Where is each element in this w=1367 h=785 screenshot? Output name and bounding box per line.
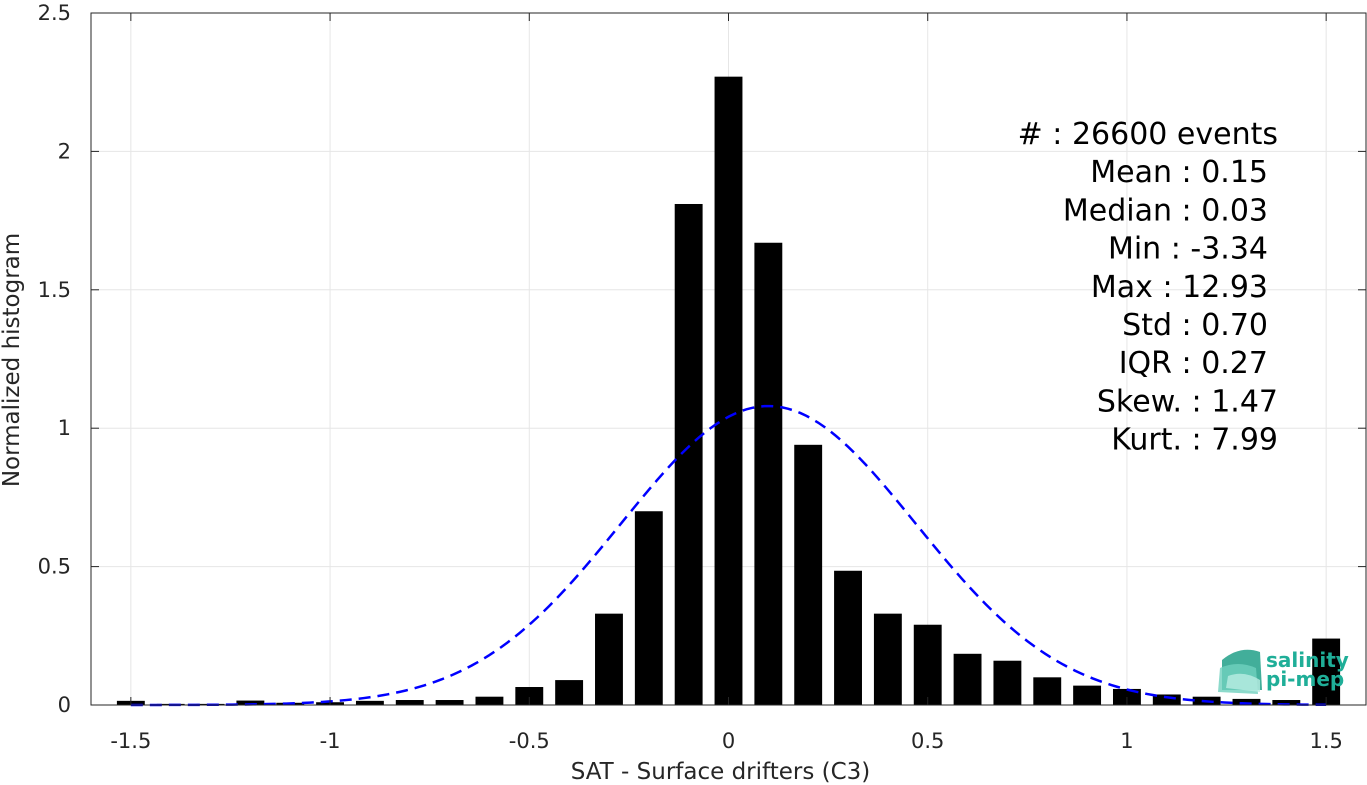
histogram-bar-30	[1312, 638, 1341, 705]
x-tick-label-6: 1.5	[1309, 729, 1342, 753]
histogram-bar-9	[475, 696, 504, 705]
histogram-bar-29	[1272, 700, 1301, 705]
x-tick-label-0: -1.5	[110, 729, 151, 753]
y-axis-label: Normalized histogram	[0, 233, 25, 487]
histogram-bar-10	[515, 687, 544, 705]
stat-line-6: IQR : 0.27	[1119, 346, 1268, 381]
histogram-bar-23	[1033, 677, 1062, 705]
y-tick-label-1: 0.5	[38, 555, 71, 579]
histogram-bar-20	[913, 624, 942, 705]
stat-line-8: Kurt. : 7.99	[1111, 423, 1278, 458]
stat-line-0: # : 26600 events	[1018, 117, 1278, 152]
x-tick-label-3: 0	[722, 729, 735, 753]
stat-line-2: Median : 0.03	[1063, 193, 1268, 228]
stat-line-4: Max : 12.93	[1091, 270, 1268, 305]
y-tick-label-2: 1	[58, 416, 71, 440]
x-axis-label: SAT - Surface drifters (C3)	[571, 759, 871, 785]
histogram-bar-28	[1232, 698, 1261, 705]
x-tick-labels: -1.5 -1 -0.5 0 0.5 1 1.5	[110, 729, 1343, 753]
stat-line-1: Mean : 0.15	[1090, 155, 1268, 190]
histogram-bar-12	[595, 613, 623, 705]
histogram-bar-17	[794, 444, 823, 705]
histogram-bar-18	[834, 570, 862, 705]
histogram-bar-19	[873, 613, 902, 705]
histogram-bar-14	[674, 203, 703, 705]
y-tick-label-3: 1.5	[38, 278, 71, 302]
logo-text-line2: pi-mep	[1266, 667, 1344, 691]
y-tick-labels: 0 0.5 1 1.5 2 2.5	[38, 1, 71, 717]
stat-line-5: Std : 0.70	[1122, 308, 1268, 343]
x-tick-label-5: 1	[1120, 729, 1133, 753]
y-tick-label-5: 2.5	[38, 1, 71, 25]
axis-tick-marks	[91, 12, 1366, 706]
histogram-bar-26	[1152, 694, 1181, 705]
histogram-bar-22	[993, 660, 1022, 705]
y-tick-label-0: 0	[58, 693, 71, 717]
histogram-bar-6	[355, 700, 384, 705]
x-tick-label-4: 0.5	[911, 729, 944, 753]
salinity-pimep-logo: salinity pi-mep	[1218, 648, 1349, 694]
histogram-bar-16	[754, 242, 783, 705]
histogram-bar-25	[1112, 688, 1141, 705]
wave-icon	[1218, 649, 1262, 694]
histogram-bar-3	[236, 700, 265, 705]
x-tick-label-1: -1	[320, 729, 341, 753]
histogram-bar-13	[634, 511, 663, 705]
y-tick-label-4: 2	[58, 139, 71, 163]
histogram-bar-7	[395, 700, 424, 705]
stat-line-7: Skew. : 1.47	[1097, 384, 1278, 419]
histogram-bar-15	[714, 76, 743, 705]
histogram-bar-24	[1073, 685, 1102, 705]
histogram-bar-8	[435, 700, 464, 705]
logo-text-line1: salinity	[1266, 648, 1349, 672]
histogram-bar-11	[555, 680, 584, 705]
x-tick-label-2: -0.5	[509, 729, 550, 753]
histogram-bar-21	[953, 653, 982, 705]
histogram-bars	[116, 76, 1341, 705]
stat-line-3: Min : -3.34	[1108, 232, 1268, 267]
